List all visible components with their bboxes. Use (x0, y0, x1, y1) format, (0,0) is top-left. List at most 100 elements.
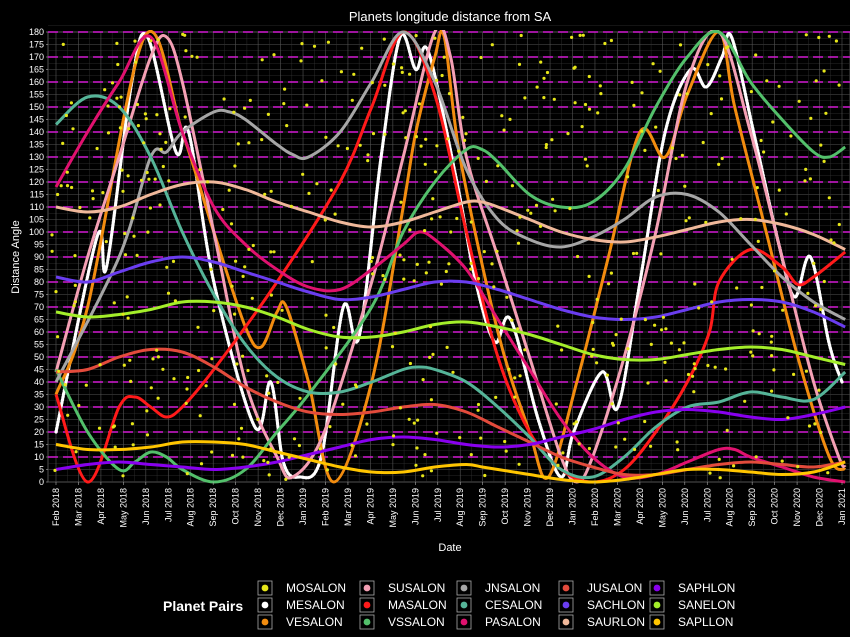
y-tick-label: 0 (39, 477, 44, 487)
mosalon-point (131, 443, 135, 447)
mosalon-point (352, 72, 356, 76)
mosalon-point (804, 369, 809, 373)
mosalon-point (643, 419, 647, 424)
mosalon-point (797, 99, 801, 103)
mosalon-point (185, 472, 189, 476)
mosalon-point (469, 261, 473, 265)
mosalon-point (262, 459, 266, 463)
mosalon-point (451, 370, 455, 374)
mosalon-point (735, 286, 739, 290)
mosalon-point (626, 347, 630, 351)
mosalon-point (756, 239, 760, 243)
mosalon-point (583, 157, 588, 161)
mosalon-point (164, 140, 168, 144)
mosalon-point (98, 363, 102, 367)
mosalon-point (587, 274, 591, 278)
mosalon-point (438, 215, 442, 219)
mosalon-point (119, 95, 123, 99)
mosalon-point (772, 368, 776, 372)
mosalon-point (414, 463, 418, 467)
mosalon-point (809, 116, 813, 120)
mosalon-point (428, 325, 433, 329)
mosalon-point (492, 285, 496, 289)
mosalon-point (813, 422, 817, 426)
mosalon-point (95, 146, 99, 151)
mosalon-point (500, 114, 504, 118)
mosalon-point (717, 457, 721, 461)
mosalon-point (824, 111, 828, 115)
mosalon-point (398, 253, 402, 257)
mosalon-point (298, 396, 302, 400)
mosalon-point (227, 188, 231, 192)
mosalon-point (796, 465, 800, 469)
mosalon-point (822, 279, 826, 284)
legend-label-sapllon: SAPLLON (678, 615, 733, 629)
mosalon-point (112, 301, 116, 305)
mosalon-point (431, 352, 435, 356)
mosalon-point (433, 170, 437, 174)
mosalon-point (526, 208, 530, 212)
mosalon-point (408, 361, 412, 366)
mosalon-point (145, 409, 149, 413)
mosalon-point (660, 328, 664, 332)
mosalon-point (171, 259, 176, 263)
mosalon-point (596, 111, 600, 115)
mosalon-point (814, 79, 818, 83)
mosalon-point (148, 206, 152, 210)
mosalon-point (523, 96, 527, 100)
mosalon-point (464, 132, 468, 136)
mosalon-point (269, 189, 273, 193)
mosalon-point (444, 269, 448, 274)
mosalon-point (661, 315, 666, 319)
mosalon-point (669, 341, 674, 345)
mosalon-point (469, 453, 473, 457)
mosalon-point (516, 327, 520, 331)
mosalon-point (431, 197, 435, 201)
mosalon-point (421, 378, 425, 382)
mosalon-point (463, 138, 467, 142)
mosalon-point (772, 269, 777, 273)
mosalon-point (630, 80, 634, 84)
mosalon-point (424, 271, 428, 275)
series-line-masalon (54, 30, 847, 484)
mosalon-point (199, 462, 204, 466)
mosalon-point (423, 162, 427, 166)
mosalon-point (554, 402, 558, 406)
y-tick-label: 70 (34, 302, 44, 312)
mosalon-point (616, 421, 620, 425)
mosalon-point (250, 296, 254, 300)
mosalon-point (649, 444, 653, 448)
mosalon-point (550, 138, 554, 142)
mosalon-point (251, 243, 255, 248)
mosalon-point (184, 401, 188, 405)
mosalon-point (573, 65, 577, 69)
mosalon-point (834, 39, 839, 43)
mosalon-point (307, 191, 311, 195)
mosalon-point (412, 421, 416, 425)
mosalon-point (229, 222, 234, 226)
mosalon-point (623, 437, 627, 441)
mosalon-point (710, 300, 714, 304)
mosalon-point (383, 83, 387, 87)
mosalon-point (675, 440, 679, 444)
mosalon-point (676, 448, 680, 452)
mosalon-point (72, 304, 76, 308)
mosalon-point (370, 256, 375, 260)
mosalon-point (407, 417, 411, 421)
mosalon-point (610, 402, 614, 406)
mosalon-point (416, 418, 420, 422)
mosalon-point (504, 449, 508, 453)
mosalon-point (403, 109, 407, 113)
y-tick-label: 180 (29, 27, 44, 37)
mosalon-point (183, 33, 187, 37)
mosalon-point (739, 217, 743, 221)
mosalon-point (449, 230, 453, 234)
mosalon-point (323, 218, 327, 222)
mosalon-point (266, 460, 270, 464)
y-tick-label: 115 (30, 190, 44, 200)
y-tick-label: 75 (34, 290, 44, 300)
mosalon-point (334, 362, 338, 366)
mosalon-point (427, 260, 431, 264)
legend-label-sachlon: SACHLON (587, 598, 645, 612)
mosalon-point (292, 437, 297, 441)
